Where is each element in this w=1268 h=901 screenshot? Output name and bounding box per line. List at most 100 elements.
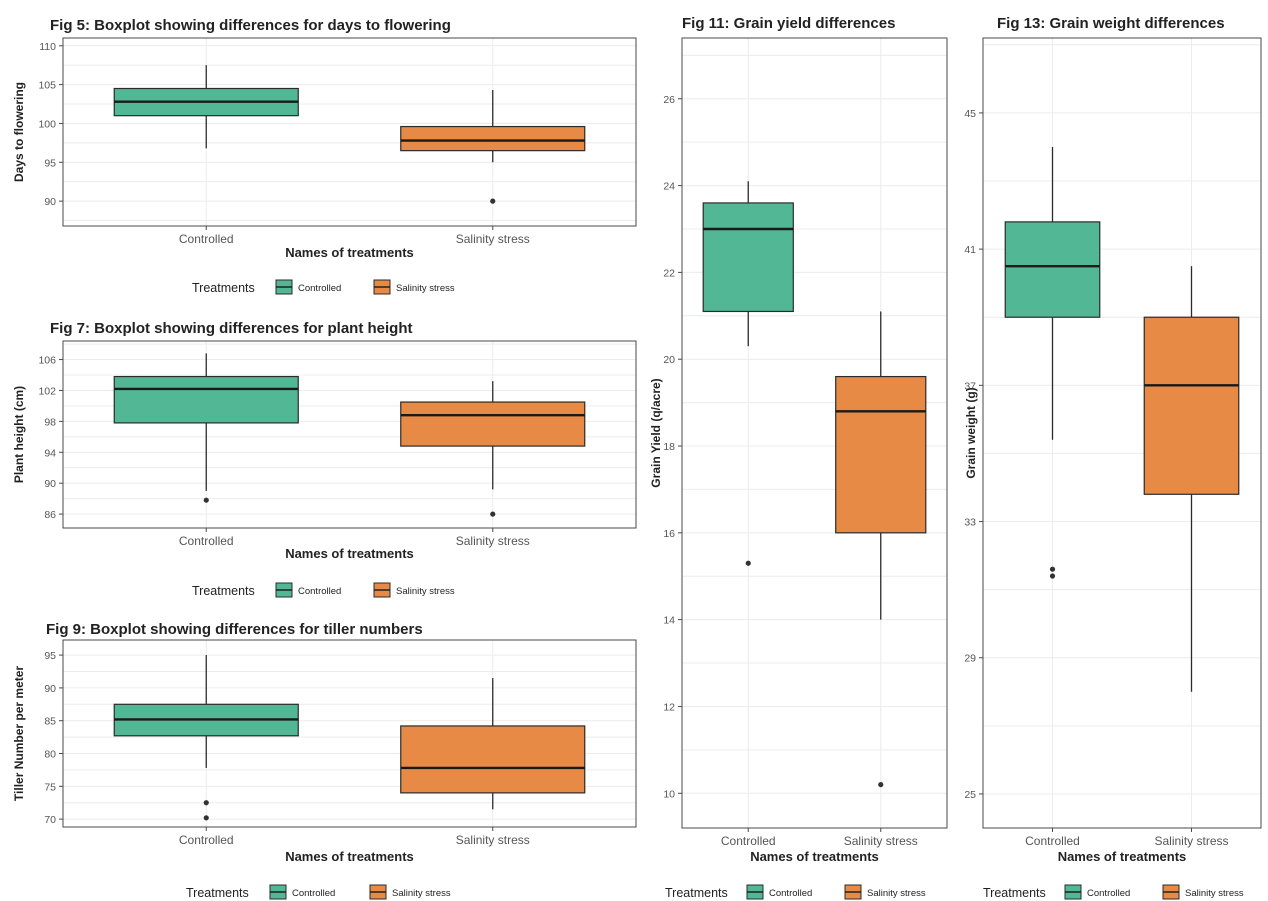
x-tick-label: Salinity stress [844,834,918,848]
legend-label: Salinity stress [1185,888,1244,899]
y-tick-label: 90 [44,683,56,695]
x-axis-label: Names of treatments [750,849,879,864]
iqr-box [1143,316,1240,495]
legend-label: Controlled [298,283,341,294]
y-tick-label: 18 [663,441,675,453]
legend-label: Salinity stress [867,888,926,899]
x-tick-label: Salinity stress [456,833,530,847]
iqr-box [400,401,586,447]
x-axis-label: Names of treatments [285,546,414,561]
box-salinity-stress [400,381,586,517]
legend-title: Treatments [186,886,249,900]
box-controlled [113,353,299,503]
y-tick-label: 105 [38,80,56,92]
legend-key-controlled: Controlled [1064,884,1130,900]
y-tick-label: 26 [663,94,675,106]
y-axis-label: Days to flowering [12,82,26,182]
legend-label: Salinity stress [396,586,455,597]
y-tick-label: 29 [964,653,976,665]
x-tick-label: Controlled [179,232,234,246]
plot-border [62,340,637,529]
outlier-point [745,560,751,566]
outlier-point [1049,573,1056,579]
x-tick-label: Controlled [1025,834,1080,848]
iqr-box [1004,221,1101,318]
x-axis-label: Names of treatments [285,245,414,260]
legend-label: Controlled [1087,888,1130,899]
legend-key-controlled: Controlled [746,884,812,900]
x-tick-label: Controlled [721,834,776,848]
y-tick-label: 24 [663,181,675,193]
chart-title: Fig 11: Grain yield differences [682,15,895,32]
legend: Treatments Controlled Salinity stress [192,279,455,295]
y-tick-label: 20 [663,354,675,366]
chart-title: Fig 13: Grain weight differences [997,15,1225,32]
y-tick-label: 70 [44,814,56,826]
chart-fig5: Fig 5: Boxplot showing differences for d… [12,17,637,295]
y-tick-label: 37 [964,380,976,392]
outlier-point [490,511,496,517]
legend-label: Salinity stress [392,888,451,899]
legend-key-salinity-stress: Salinity stress [1162,884,1244,900]
legend-key-salinity-stress: Salinity stress [844,884,926,900]
iqr-box [400,725,586,794]
legend-label: Controlled [769,888,812,899]
legend-key-controlled: Controlled [275,582,341,598]
y-axis-label: Grain weight (g) [964,387,978,478]
y-tick-label: 85 [44,716,56,728]
x-tick-label: Controlled [179,534,234,548]
box-controlled [113,655,299,821]
y-tick-label: 45 [964,108,976,120]
x-tick-label: Salinity stress [456,232,530,246]
y-tick-label: 12 [663,701,675,713]
legend-label: Salinity stress [396,283,455,294]
x-tick-label: Salinity stress [1154,834,1228,848]
box-salinity-stress [835,311,927,788]
x-axis-label: Names of treatments [285,849,414,864]
legend: Treatments Controlled Salinity stress [192,582,455,598]
legend-key-salinity-stress: Salinity stress [373,582,455,598]
y-tick-label: 90 [44,478,56,490]
iqr-box [702,202,794,313]
box-controlled [702,181,794,566]
y-tick-label: 98 [44,416,56,428]
iqr-box [113,375,299,424]
legend-label: Controlled [292,888,335,899]
outlier-point [203,815,209,821]
legend: Treatments Controlled Salinity stress [186,884,451,900]
chart-fig11: Fig 11: Grain yield differences 10 12 14 16 1… [649,15,948,900]
y-tick-label: 80 [44,749,56,761]
legend-key-salinity-stress: Salinity stress [369,884,451,900]
x-tick-label: Controlled [179,833,234,847]
chart-fig7: Fig 7: Boxplot showing differences for p… [12,320,637,598]
legend-key-salinity-stress: Salinity stress [373,279,455,295]
legend-key-controlled: Controlled [269,884,335,900]
plot-border [62,639,637,828]
y-axis-label: Plant height (cm) [12,386,26,483]
y-tick-label: 90 [44,196,56,208]
legend-label: Controlled [298,586,341,597]
legend-key-controlled: Controlled [275,279,341,295]
legend-title: Treatments [665,886,728,900]
legend-title: Treatments [192,281,255,295]
y-tick-label: 41 [964,244,976,256]
outlier-point [878,781,884,788]
box-salinity-stress [400,90,586,204]
y-tick-label: 33 [964,517,976,529]
chart-fig9: Fig 9: Boxplot showing differences for t… [12,621,637,900]
y-tick-label: 75 [44,781,56,793]
y-tick-label: 14 [663,615,675,627]
box-salinity-stress [400,678,586,810]
y-tick-label: 95 [44,650,56,662]
y-tick-label: 16 [663,528,675,540]
y-tick-label: 10 [663,788,675,800]
chart-title: Fig 9: Boxplot showing differences for t… [46,621,423,638]
y-tick-label: 95 [44,157,56,169]
chart-title: Fig 7: Boxplot showing differences for p… [50,320,413,337]
outlier-point [203,497,209,503]
chart-fig13: Fig 13: Grain weight differences 25 29 33 37… [964,15,1262,900]
box-salinity-stress [1143,266,1240,692]
legend: Treatments Controlled Salinity stress [983,884,1244,900]
chart-title: Fig 5: Boxplot showing differences for d… [50,17,451,34]
